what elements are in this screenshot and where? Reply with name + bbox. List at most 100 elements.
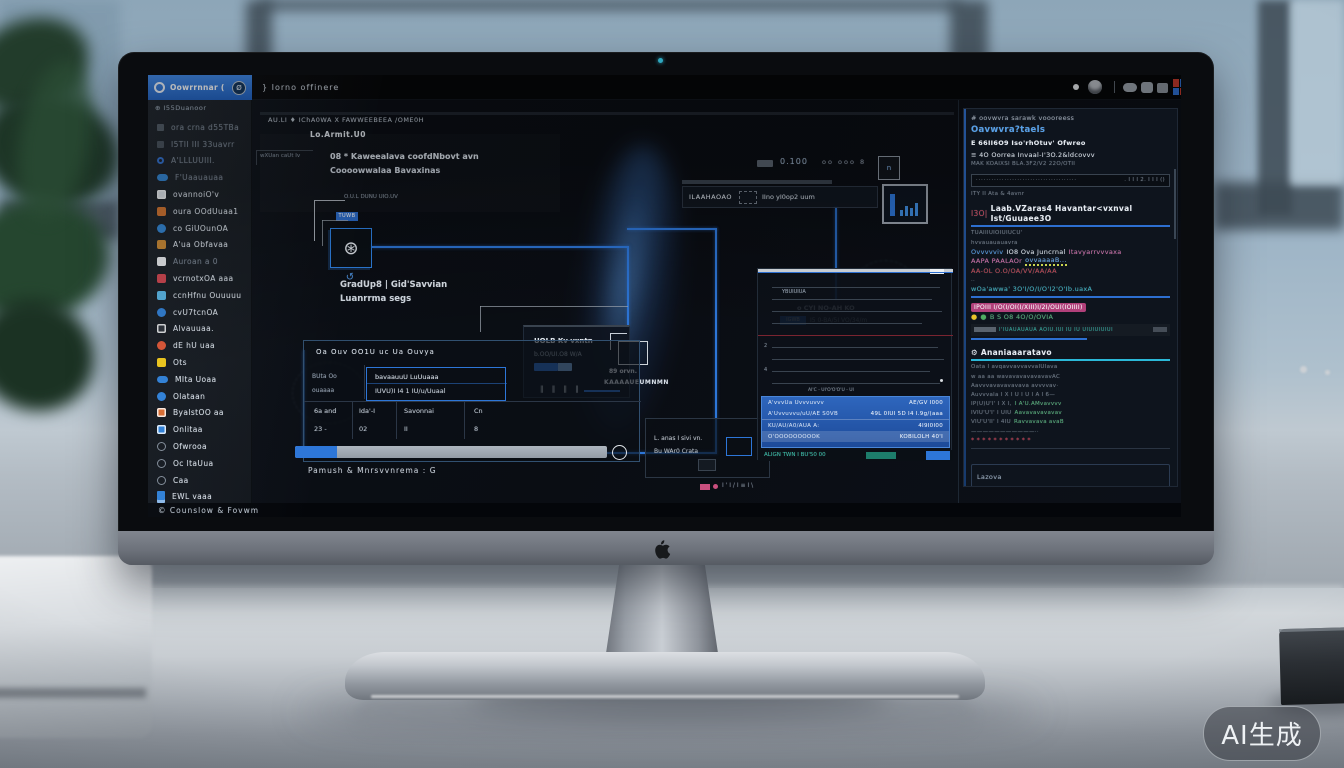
sidebar-item-icon	[157, 307, 166, 317]
sidebar-item-icon	[157, 157, 164, 165]
list-row-line	[772, 383, 940, 384]
sidebar-item-label: A'LLLUUIII.	[171, 156, 215, 166]
selection-row-key: A'Uvvuvvu/uU/AE S0VB	[768, 410, 839, 417]
sidebar-item[interactable]: Ofwrooa	[148, 438, 251, 455]
code-line: Auvvvala I X I U I U I A I 6—	[971, 391, 1056, 398]
diagram-canvas[interactable]: AU.LI ♦ IChA0WA X FAWWEEBEEA /OME0H Lo.A…	[252, 100, 1181, 503]
sidebar-item[interactable]: cvU7tcnOA	[148, 304, 251, 321]
sidebar-item-label: Oc ltaUua	[173, 458, 214, 468]
sidebar-item[interactable]: Alvauuaa.	[148, 321, 251, 338]
sidebar-item-icon	[157, 140, 164, 148]
sidebar-item[interactable]: F'Uaauauaa	[148, 169, 251, 186]
sidebar-item[interactable]: ora crna d55TBa	[148, 119, 251, 136]
bottom-panel[interactable]: L. anas I sivi vn. Bu WAr0 Crata	[645, 418, 770, 478]
selection-row[interactable]: A'Uvvuvvu/uU/AE S0VB 49L 0IUI 5D I4 I.9g…	[762, 408, 949, 419]
grid-col-header: Savonnai	[404, 407, 434, 415]
sidebar-item[interactable]: Auroan a 0	[148, 253, 251, 270]
sidebar-item[interactable]: EWL vaaa	[148, 489, 251, 503]
panel2-header[interactable]	[682, 186, 878, 208]
code-line: ..	[971, 277, 976, 284]
topbar-divider	[1114, 81, 1115, 93]
sidebar-item[interactable]: Onlitaa	[148, 421, 251, 438]
blue-button[interactable]	[926, 451, 950, 460]
sidebar-item[interactable]: Ots	[148, 354, 251, 371]
sidebar-item[interactable]: A'ua Obfavaa	[148, 237, 251, 254]
code-line: hvvauauauavra	[971, 239, 1018, 246]
sidebar-header[interactable]: Oowrrnnar ( Ø	[148, 75, 252, 100]
grid-panel[interactable]: Oa Ouv OO1U uc Ua Ouvya BUta Oo ouaaaa b…	[303, 340, 641, 462]
toolbar-dots: oo ooo 8	[822, 158, 867, 166]
window-frame-top	[260, 0, 960, 10]
code-line: ***********	[971, 437, 1034, 445]
notification-icon[interactable]	[1141, 82, 1153, 93]
code-line: TUAIIIUIOIUIUCU'	[971, 230, 1023, 237]
grid-cell-line-1: bavaauuU LuUuaaa	[375, 373, 439, 381]
ring-icon[interactable]	[612, 445, 627, 460]
sidebar-item[interactable]: ovannoiO'v	[148, 186, 251, 203]
sidebar-item[interactable]: vcrnotxOA aaa	[148, 270, 251, 287]
grid-cell-box[interactable]: bavaauuU LuUuaaa IUVU)I I4 1 IU/u/Uuaal	[366, 367, 507, 401]
sidebar-item[interactable]: MIta Uoaa	[148, 371, 251, 388]
sidebar-item[interactable]: ByalstOO aa	[148, 405, 251, 422]
laptop	[1279, 626, 1344, 706]
sidebar-item[interactable]: oura OOdUuaa1	[148, 203, 251, 220]
sidebar-item-label: dE hU uaa	[173, 341, 216, 351]
node-chip[interactable]: TUWB	[336, 212, 358, 221]
bottom-panel-node[interactable]	[726, 437, 752, 456]
status-dot-icon	[1073, 84, 1079, 90]
code-line: Ε 66II6O9 Iso'rhOtuv' Ofwreo	[971, 138, 1086, 147]
selection-row[interactable]: KU/AU/A0/AUA A: 4I9I0I00	[762, 419, 949, 431]
grid-cell-line-2: IUVU)I I4 1 IU/u/Uuaal	[375, 387, 446, 395]
connector-line	[372, 246, 629, 248]
monitor-bezel: Oowrrnnar ( Ø ⊕ I55Duanoor ora crna d55T…	[118, 52, 1214, 565]
sidebar-item[interactable]: ccnHfnu Ouuuuu	[148, 287, 251, 304]
apps-grid-icon[interactable]	[1173, 79, 1181, 95]
list-panel[interactable]: YBUIUIUA 2 4 AI'C - UI'O'O'O'U - UI A'vv…	[757, 268, 953, 461]
selection-row[interactable]: A'vvvUa Uvvvuvvv AE/GV I000	[762, 397, 949, 408]
sidebar-item[interactable]: dE hU uaa	[148, 337, 251, 354]
sidebar-item[interactable]: A'LLLUUIII.	[148, 153, 251, 170]
sidebar-item-icon	[157, 358, 166, 368]
sidebar-item-label: Caa	[173, 475, 189, 485]
sidebar-item[interactable]: Caa	[148, 472, 251, 489]
selection-box[interactable]: A'vvvUa Uvvvuvvv AE/GV I000 A'Uvvuvvu/uU…	[761, 396, 950, 448]
diagram-node-main[interactable]: ⊛	[330, 228, 372, 268]
code-panel[interactable]: # oovwvra sarawk voooreess Oavwvra?taels Ε…	[963, 108, 1178, 487]
sidebar-item-icon	[157, 206, 166, 216]
sidebar-item[interactable]: co GiUOunOA	[148, 220, 251, 237]
grid-header: Oa Ouv OO1U uc Ua Ouvya	[316, 348, 435, 356]
avatar[interactable]	[1088, 80, 1102, 94]
progress-bar[interactable]	[295, 446, 607, 458]
panel2-title: ILAAHAOAO	[689, 193, 732, 201]
list-num: 4	[764, 367, 768, 373]
list-tag-2: AI'C - UI'O'O'O'U - UI	[808, 388, 854, 393]
code-line	[964, 452, 1177, 462]
toolbar-box-button[interactable]: n	[878, 156, 900, 180]
sidebar-item-icon	[157, 324, 166, 334]
sidebar-item-label: Auroan a 0	[173, 257, 218, 267]
mini-chart-bar	[905, 206, 908, 216]
wall-dot	[1325, 370, 1330, 375]
code-line: Lazova	[971, 464, 1170, 486]
toolbar-chip[interactable]	[757, 160, 773, 167]
code-line: ———————————··	[971, 428, 1039, 435]
scrollbar[interactable]	[1174, 169, 1176, 239]
grid-cell-value: 23 -	[314, 425, 327, 433]
sidebar-item-icon	[157, 475, 166, 485]
statusbar-text: © Counslow & Fovwm	[158, 506, 260, 515]
selection-row[interactable]: O'OOOOOOOOOK KOBILOLH 40'I	[762, 431, 949, 442]
list-panel-handle[interactable]	[930, 269, 944, 274]
mini-chart-box[interactable]	[882, 184, 928, 224]
code-line: ITY II Ata & 4avnr	[971, 190, 1025, 197]
cloud-icon[interactable]	[1123, 83, 1137, 92]
sidebar-item[interactable]: Oc ltaUua	[148, 455, 251, 472]
left-tag: wXUan caUt Iv	[260, 153, 301, 159]
sidebar-item[interactable]: Olataan	[148, 388, 251, 405]
document-icon[interactable]	[1157, 83, 1168, 93]
sidebar-item[interactable]: I5TII III 33uavrr	[148, 136, 251, 153]
code-line	[971, 358, 1170, 361]
connector-line	[715, 228, 717, 454]
code-line: VIU'U'II' I 4IU Ravvavava avaB	[971, 419, 1064, 426]
code-lines: # oovwvra sarawk voooreess Oavwvra?taels Ε…	[964, 113, 1177, 486]
